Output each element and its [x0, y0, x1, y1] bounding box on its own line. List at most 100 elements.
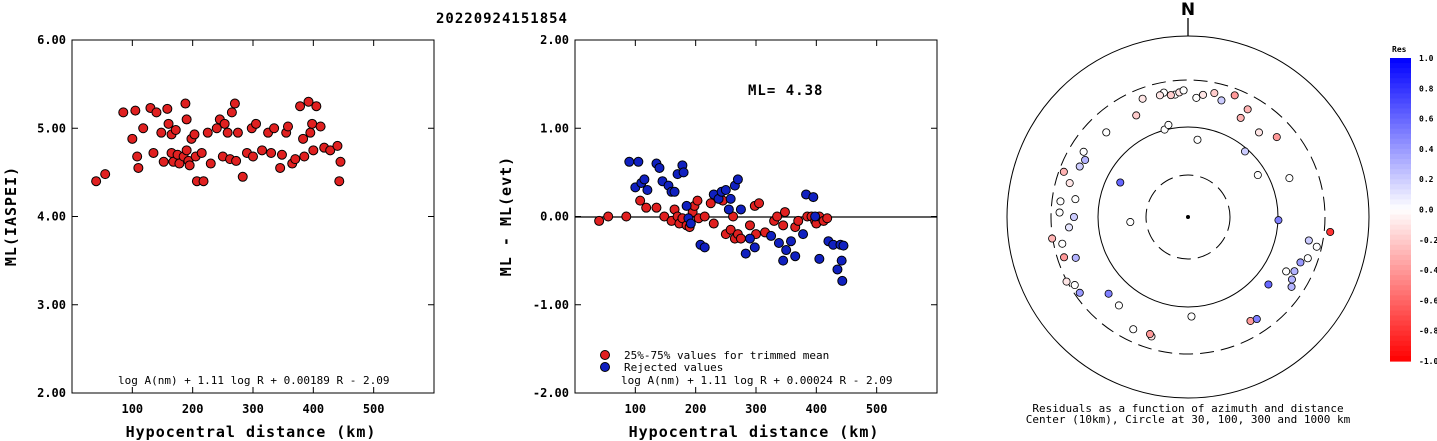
middle-xtick-label: 400: [805, 402, 827, 416]
left-data-point: [232, 127, 243, 138]
colorbar-cell: [1390, 123, 1411, 130]
left-data-point: [205, 158, 216, 169]
middle-data-point: [720, 185, 731, 196]
station-marker: [1326, 227, 1335, 236]
station-marker: [1102, 128, 1111, 137]
colorbar-cell: [1390, 133, 1411, 140]
station-marker: [1166, 91, 1175, 100]
ml-value-label: ML= 4.38: [748, 83, 823, 99]
left-data-point: [100, 169, 111, 180]
station-marker: [1164, 120, 1173, 129]
colorbar-cell: [1390, 325, 1411, 332]
station-marker: [1290, 267, 1299, 276]
station-marker: [1287, 282, 1296, 291]
legend-label-trimmed: 25%-75% values for trimmed mean: [624, 349, 829, 362]
residual-colorbar: Res 1.0 0.8 0.6 0.4 0.2 0.0 -0.2 -0.4 -0.6 -0.8 -1…: [1390, 45, 1437, 366]
middle-data-point: [659, 211, 670, 222]
left-data-point: [276, 149, 287, 160]
middle-data-point: [810, 211, 821, 222]
left-data-point: [181, 145, 192, 156]
colorbar-cell: [1390, 93, 1411, 99]
middle-ytick-label: 2.00: [540, 33, 569, 47]
middle-data-point: [654, 162, 665, 173]
station-marker: [1081, 155, 1090, 164]
left-data-point: [184, 160, 195, 171]
middle-data-point: [838, 240, 849, 251]
middle-data-point: [744, 220, 755, 231]
middle-data-point: [635, 195, 646, 206]
colorbar-cell: [1390, 214, 1411, 221]
colorbar-cell: [1390, 270, 1411, 276]
middle-data-point: [793, 215, 804, 226]
colorbar-tick-label: 0.6: [1419, 115, 1434, 124]
station-marker: [1048, 234, 1057, 243]
colorbar-cell: [1390, 103, 1411, 110]
left-data-point: [248, 151, 258, 162]
left-data-point: [305, 127, 316, 138]
colorbar-cell: [1390, 239, 1411, 246]
middle-data-point: [773, 237, 784, 248]
left-data-point: [158, 156, 169, 167]
legend-label-rejected: Rejected values: [624, 361, 723, 374]
middle-data-point: [740, 248, 751, 259]
colorbar-cell: [1390, 234, 1411, 241]
colorbar-tick-label: 0.2: [1419, 175, 1434, 184]
left-data-point: [180, 98, 191, 109]
left-data-point: [127, 133, 138, 144]
colorbar-cell: [1390, 229, 1411, 236]
middle-data-point: [808, 192, 819, 203]
middle-data-point: [642, 185, 653, 196]
middle-formula: log A(nm) + 1.11 log R + 0.00024 R - 2.0…: [621, 374, 893, 387]
left-xtick-label: 400: [302, 402, 324, 416]
colorbar-cell: [1390, 159, 1411, 165]
north-label: N: [1181, 0, 1195, 20]
colorbar-cell: [1390, 295, 1411, 301]
middle-ytick-label: -1.00: [533, 298, 569, 312]
left-data-point: [266, 147, 277, 158]
colorbar-cell: [1390, 340, 1411, 347]
station-marker: [1129, 325, 1138, 334]
colorbar-cell: [1390, 184, 1411, 190]
left-ytick-label: 4.00: [37, 210, 66, 224]
colorbar-cell: [1390, 335, 1411, 342]
station-marker: [1236, 113, 1245, 122]
station-marker: [1287, 275, 1296, 284]
left-data-point: [231, 155, 242, 166]
left-data-point: [211, 123, 222, 134]
left-data-point: [130, 105, 141, 116]
colorbar-cell: [1390, 63, 1411, 69]
middle-xtick-label: 300: [745, 402, 767, 416]
left-xtick-label: 100: [121, 402, 143, 416]
middle-data-point: [725, 193, 736, 204]
station-marker: [1056, 197, 1065, 206]
station-marker: [1062, 277, 1071, 286]
colorbar-tick-label: 0.4: [1419, 145, 1434, 154]
middle-data-point: [705, 198, 716, 209]
station-marker: [1192, 93, 1201, 102]
colorbar-tick-label: 0.8: [1419, 84, 1434, 93]
left-xtick-label: 300: [242, 402, 264, 416]
left-data-point: [315, 121, 326, 132]
left-data-point: [222, 127, 233, 138]
epicenter-dot: [1186, 215, 1190, 219]
station-marker: [1064, 223, 1073, 232]
left-data-point: [198, 176, 209, 187]
colorbar-cell: [1390, 285, 1411, 291]
station-marker: [1252, 315, 1261, 324]
middle-data-point: [732, 174, 743, 185]
colorbar-cell: [1390, 209, 1411, 216]
left-data-point: [226, 107, 237, 118]
station-marker: [1055, 208, 1064, 217]
left-data-point: [148, 147, 159, 158]
left-data-point: [91, 176, 102, 187]
middle-data-point: [749, 242, 760, 253]
colorbar-cell: [1390, 73, 1411, 79]
colorbar-cell: [1390, 300, 1411, 307]
middle-data-point: [641, 202, 652, 213]
polar-caption-line1: Residuals as a function of azimuth and d…: [1032, 402, 1343, 415]
colorbar-cell: [1390, 83, 1411, 89]
station-marker: [1193, 135, 1202, 144]
colorbar-tick-label: -0.8: [1419, 327, 1437, 336]
middle-x-axis-label: Hypocentral distance (km): [629, 423, 880, 441]
left-data-point: [219, 118, 230, 129]
